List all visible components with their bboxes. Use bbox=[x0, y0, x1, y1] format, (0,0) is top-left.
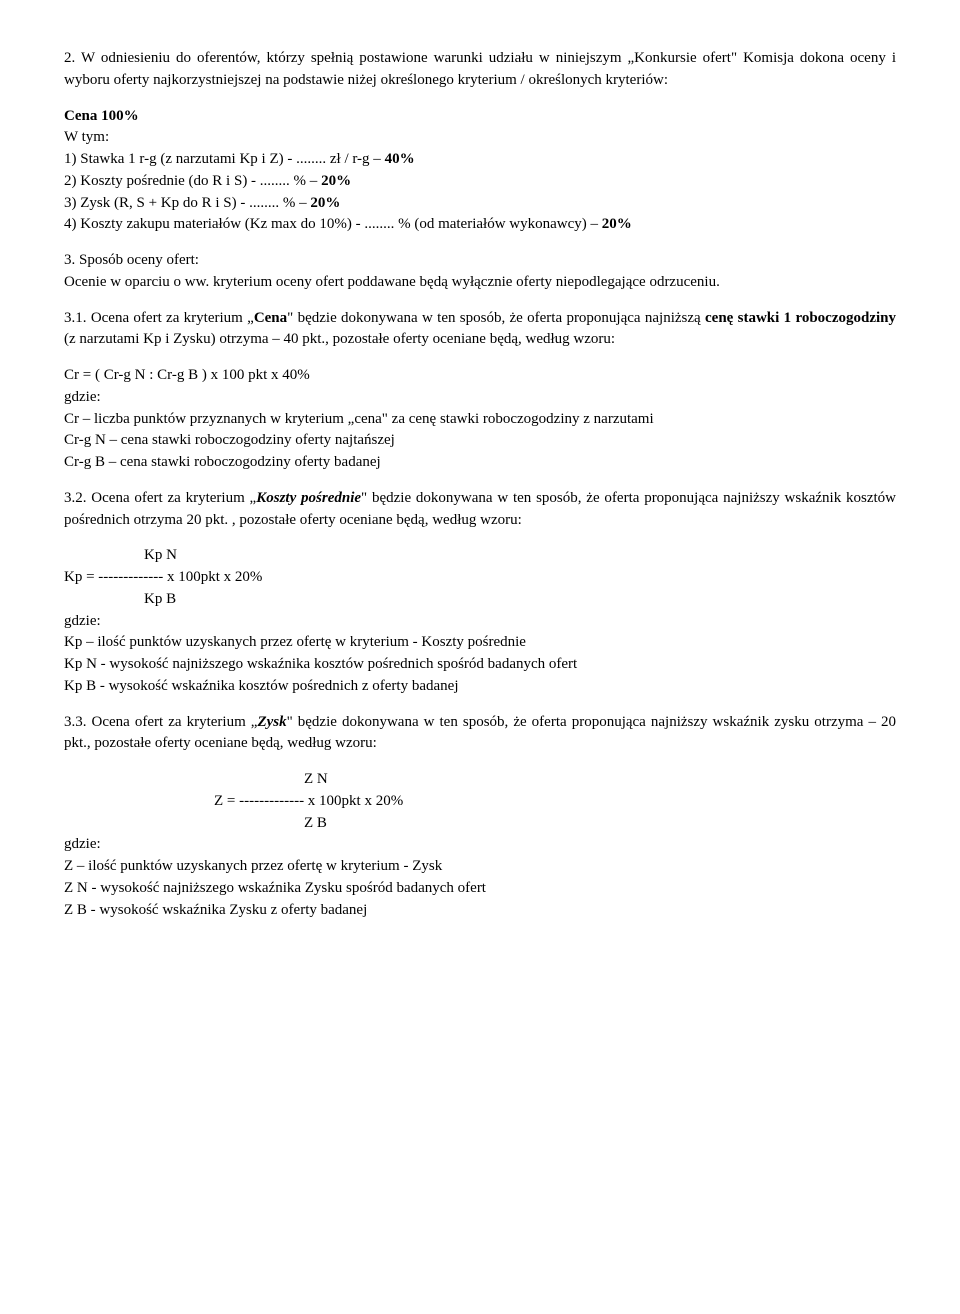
formula-kp: Kp = ------------- x 100pkt x 20% bbox=[64, 567, 896, 589]
def-zb: Z B - wysokość wskaźnika Zysku z oferty … bbox=[64, 900, 896, 922]
section-3-2: 3.2. Ocena ofert za kryterium „Koszty po… bbox=[64, 488, 896, 532]
criteria-item-3: 3) Zysk (R, S + Kp do R i S) - ........ … bbox=[64, 193, 896, 215]
def-cr: Cr – liczba punktów przyznanych w kryter… bbox=[64, 409, 896, 431]
criteria-item-4: 4) Koszty zakupu materiałów (Kz max do 1… bbox=[64, 214, 896, 236]
criteria-item-4-text: 4) Koszty zakupu materiałów (Kz max do 1… bbox=[64, 216, 602, 232]
section-3-3: 3.3. Ocena ofert za kryterium „Zysk" będ… bbox=[64, 712, 896, 756]
section-3-2-koszty: Koszty pośrednie bbox=[256, 490, 361, 506]
criteria-item-1-pct: 40% bbox=[385, 151, 415, 167]
formula-z-num: Z N bbox=[64, 769, 896, 791]
section-3-1-b: " będzie dokonywana w ten sposób, że ofe… bbox=[287, 310, 705, 326]
def-kp: Kp – ilość punktów uzyskanych przez ofer… bbox=[64, 632, 896, 654]
criteria-wtym: W tym: bbox=[64, 127, 896, 149]
section-3-1-stawka: cenę stawki 1 roboczogodziny bbox=[705, 310, 896, 326]
formula-z-den: Z B bbox=[64, 813, 896, 835]
section-3-body: Ocenie w oparciu o ww. kryterium oceny o… bbox=[64, 272, 896, 294]
criteria-item-4-pct: 20% bbox=[602, 216, 632, 232]
def-crgn: Cr-g N – cena stawki roboczogodziny ofer… bbox=[64, 430, 896, 452]
criteria-item-2-pct: 20% bbox=[321, 173, 351, 189]
criteria-cena-label: Cena 100% bbox=[64, 106, 896, 128]
section-3-3-zysk: Zysk bbox=[257, 714, 286, 730]
section-3-1: 3.1. Ocena ofert za kryterium „Cena" będ… bbox=[64, 308, 896, 352]
formula-cr: Cr = ( Cr-g N : Cr-g B ) x 100 pkt x 40% bbox=[64, 365, 896, 387]
gdzie-2: gdzie: bbox=[64, 611, 896, 633]
formula-kp-num: Kp N bbox=[64, 545, 896, 567]
section-3-1-c: (z narzutami Kp i Zysku) otrzyma – 40 pk… bbox=[64, 331, 615, 347]
section-3-2-a: 3.2. Ocena ofert za kryterium „ bbox=[64, 490, 256, 506]
criteria-item-1: 1) Stawka 1 r-g (z narzutami Kp i Z) - .… bbox=[64, 149, 896, 171]
def-crgb: Cr-g B – cena stawki roboczogodziny ofer… bbox=[64, 452, 896, 474]
criteria-item-2-text: 2) Koszty pośrednie (do R i S) - .......… bbox=[64, 173, 321, 189]
formula-kp-den: Kp B bbox=[64, 589, 896, 611]
def-kpn: Kp N - wysokość najniższego wskaźnika ko… bbox=[64, 654, 896, 676]
criteria-item-3-pct: 20% bbox=[310, 195, 340, 211]
criteria-item-3-text: 3) Zysk (R, S + Kp do R i S) - ........ … bbox=[64, 195, 310, 211]
section-2-intro: 2. W odniesieniu do oferentów, którzy sp… bbox=[64, 48, 896, 92]
def-zn: Z N - wysokość najniższego wskaźnika Zys… bbox=[64, 878, 896, 900]
section-3-1-cena: Cena bbox=[254, 310, 287, 326]
criteria-item-1-text: 1) Stawka 1 r-g (z narzutami Kp i Z) - .… bbox=[64, 151, 385, 167]
criteria-item-2: 2) Koszty pośrednie (do R i S) - .......… bbox=[64, 171, 896, 193]
section-3-1-a: 3.1. Ocena ofert za kryterium „ bbox=[64, 310, 254, 326]
section-3-heading: 3. Sposób oceny ofert: bbox=[64, 250, 896, 272]
def-kpb: Kp B - wysokość wskaźnika kosztów pośred… bbox=[64, 676, 896, 698]
gdzie-3: gdzie: bbox=[64, 834, 896, 856]
gdzie-1: gdzie: bbox=[64, 387, 896, 409]
section-3-3-a: 3.3. Ocena ofert za kryterium „ bbox=[64, 714, 257, 730]
formula-z: Z = ------------- x 100pkt x 20% bbox=[64, 791, 896, 813]
def-z: Z – ilość punktów uzyskanych przez ofert… bbox=[64, 856, 896, 878]
